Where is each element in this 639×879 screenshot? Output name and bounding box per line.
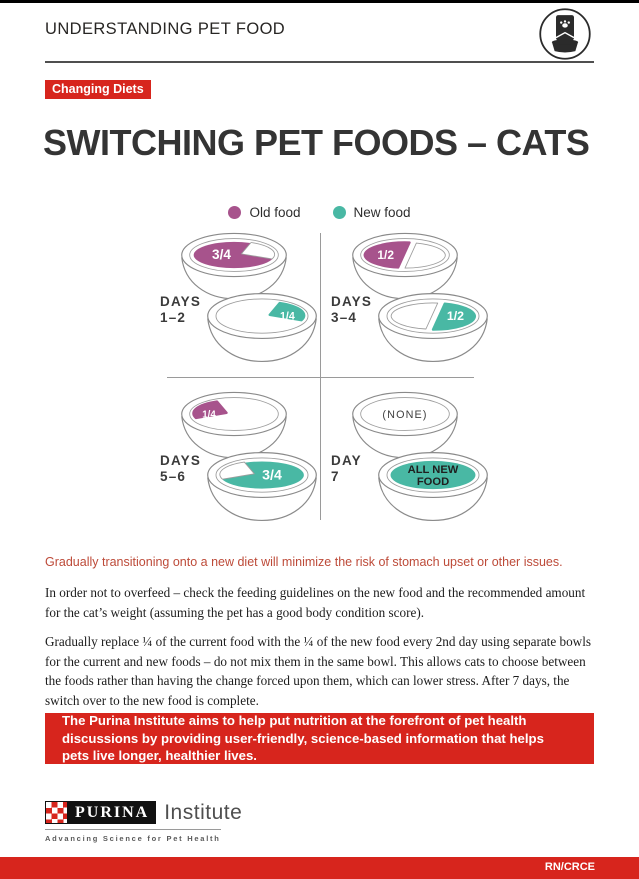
brand-name: PURINA [68,801,157,824]
lead-sentence: Gradually transitioning onto a new diet … [45,555,563,569]
new-food-bowl-icon: 3/4 [207,452,317,522]
pet-food-bag-icon [539,8,591,60]
page-title: SWITCHING PET FOODS – CATS [43,122,590,163]
banner-text: The Purina Institute aims to help put nu… [62,712,544,764]
old-fraction-label: 1/4 [202,409,216,420]
info-banner: The Purina Institute aims to help put nu… [45,713,594,764]
new-fraction-label: 3/4 [262,468,282,484]
day-label: DAYS 5–6 [160,453,201,485]
quadrant-days-5-6: DAYS 5–6 1/4 3/4 [155,389,325,541]
day-range: 5–6 [160,468,187,484]
legend-item-new: New food [332,205,411,220]
old-food-bowl-icon: (NONE) [352,391,458,459]
quadrant-days-1-2: DAYS 1–2 3/4 1/4 [155,230,325,382]
legend-item-old: Old food [228,205,301,220]
purina-institute-logo: PURINA Institute Advancing Science for P… [45,801,242,843]
new-food-bowl-icon: 1/2 [378,293,488,363]
old-none-label: (NONE) [382,409,427,421]
day-range: 1–2 [160,309,187,325]
new-all-label-line1: ALL NEW [408,464,459,476]
old-food-bowl-icon: 1/4 [181,391,287,459]
old-fraction-label: 1/2 [377,248,394,262]
old-food-bowl-icon: 1/2 [352,232,458,300]
body-copy: In order not to overfeed – check the fee… [45,583,597,750]
new-fraction-label: 1/2 [447,309,464,323]
category-badge: Changing Diets [45,80,151,99]
legend-old-label: Old food [249,205,301,220]
new-food-bowl-icon: ALL NEW FOOD [378,452,488,522]
new-food-swatch-icon [332,206,346,219]
day-word: DAYS [160,453,202,468]
legend: Old food New food [45,205,594,220]
diagram-divider-vertical [320,233,321,520]
day-label: DAYS 1–2 [160,294,201,326]
doc-code: RN/CRCE [544,861,595,873]
day-label: DAY 7 [331,453,362,485]
day-word: DAYS [331,294,373,309]
quadrant-day-7: DAY 7 (NONE) ALL NEW FOOD [326,389,496,541]
header-rule [45,61,594,63]
top-border [0,0,639,3]
day-range: 7 [331,468,340,484]
new-food-bowl-icon: 1/4 [207,293,317,363]
body-paragraph: Gradually replace ¼ of the current food … [45,634,592,708]
new-fraction-label: 1/4 [280,311,295,323]
checkerboard-icon [45,801,68,824]
logo-rule [45,829,221,830]
old-food-swatch-icon [228,206,242,219]
day-word: DAY [331,453,362,468]
old-food-bowl-icon: 3/4 [181,232,287,300]
diagram-divider-horizontal [167,377,474,378]
legend-new-label: New food [353,205,411,220]
old-fraction-label: 3/4 [212,247,231,262]
quadrant-days-3-4: DAYS 3–4 1/2 1/2 [326,230,496,382]
day-word: DAYS [160,294,202,309]
header-title: UNDERSTANDING PET FOOD [45,20,286,38]
logo-tagline: Advancing Science for Pet Health [45,834,221,843]
brand-suffix: Institute [164,800,243,824]
new-all-label-line2: FOOD [417,476,449,488]
day-label: DAYS 3–4 [331,294,372,326]
body-paragraph: In order not to overfeed – check the fee… [45,585,586,620]
bottom-bar: RN/CRCE [0,857,639,879]
day-range: 3–4 [331,309,358,325]
